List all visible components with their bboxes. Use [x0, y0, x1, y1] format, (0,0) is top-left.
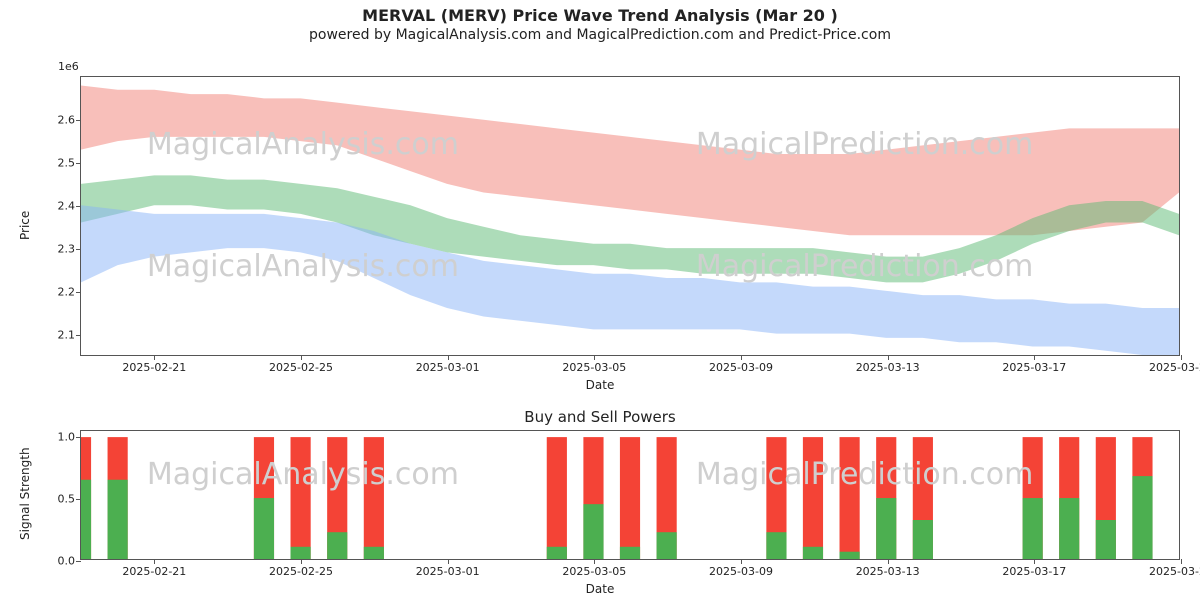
buy-bar	[803, 547, 823, 559]
x-tick-label: 2025-03-09	[709, 565, 773, 578]
x-tick-label: 2025-03-01	[416, 565, 480, 578]
y-tick-label: 0.5	[58, 493, 76, 506]
buy-bar	[620, 547, 640, 559]
x-tick-label: 2025-03-21	[1149, 565, 1200, 578]
y-tick-label: 1.0	[58, 431, 76, 444]
buy-bar	[1059, 498, 1079, 559]
price-bands-svg	[81, 77, 1179, 355]
y-tick-label: 2.5	[58, 157, 76, 170]
x-tick-label: 2025-03-09	[709, 361, 773, 374]
buy-bar	[108, 480, 128, 559]
chart-title: MERVAL (MERV) Price Wave Trend Analysis …	[0, 6, 1200, 25]
sell-bar	[291, 437, 311, 559]
buy-sell-bars-svg	[81, 431, 1179, 559]
x-tick-label: 2025-03-05	[562, 565, 626, 578]
x-axis-label-upper: Date	[586, 378, 615, 392]
chart-subtitle: powered by MagicalAnalysis.com and Magic…	[0, 27, 1200, 43]
sell-bar	[620, 437, 640, 559]
x-tick-label: 2025-03-13	[856, 361, 920, 374]
lower-chart-title: Buy and Sell Powers	[524, 408, 675, 426]
sell-bar	[547, 437, 567, 559]
x-tick-label: 2025-03-05	[562, 361, 626, 374]
sell-bar	[840, 437, 860, 559]
y-tick-label: 0.0	[58, 555, 76, 568]
buy-bar	[291, 547, 311, 559]
buy-bar	[547, 547, 567, 559]
x-tick-label: 2025-03-21	[1149, 361, 1200, 374]
buy-bar	[254, 498, 274, 559]
x-tick-label: 2025-03-17	[1002, 361, 1066, 374]
sell-bar	[803, 437, 823, 559]
y-tick-label: 2.2	[58, 286, 76, 299]
x-tick-label: 2025-03-01	[416, 361, 480, 374]
buy-bar	[913, 520, 933, 559]
buy-bar	[583, 504, 603, 559]
buy-bar	[364, 547, 384, 559]
y-tick-label: 2.1	[58, 329, 76, 342]
buy-bar	[876, 498, 896, 559]
buy-bar	[1096, 520, 1116, 559]
buy-bar	[840, 552, 860, 559]
y-tick-label: 2.6	[58, 114, 76, 127]
x-tick-label: 2025-03-17	[1002, 565, 1066, 578]
y-exponent-label: 1e6	[58, 60, 79, 73]
red-band	[81, 86, 1179, 236]
x-tick-label: 2025-02-21	[122, 565, 186, 578]
buy-bar	[657, 532, 677, 559]
x-tick-label: 2025-02-25	[269, 565, 333, 578]
price-wave-chart: 2.12.22.32.42.52.62025-02-212025-02-2520…	[80, 76, 1180, 356]
buy-sell-chart: 0.00.51.02025-02-212025-02-252025-03-012…	[80, 430, 1180, 560]
buy-bar	[81, 480, 91, 559]
sell-bar	[364, 437, 384, 559]
y-tick-label: 2.4	[58, 200, 76, 213]
y-axis-label-lower: Signal Strength	[18, 447, 32, 540]
y-axis-label-upper: Price	[18, 211, 32, 240]
x-tick-label: 2025-02-21	[122, 361, 186, 374]
buy-bar	[327, 532, 347, 559]
x-tick-label: 2025-02-25	[269, 361, 333, 374]
x-axis-label-lower: Date	[586, 582, 615, 596]
y-tick-label: 2.3	[58, 243, 76, 256]
buy-bar	[766, 532, 786, 559]
x-tick-label: 2025-03-13	[856, 565, 920, 578]
buy-bar	[1023, 498, 1043, 559]
page-title-block: MERVAL (MERV) Price Wave Trend Analysis …	[0, 6, 1200, 43]
buy-bar	[1132, 476, 1152, 559]
